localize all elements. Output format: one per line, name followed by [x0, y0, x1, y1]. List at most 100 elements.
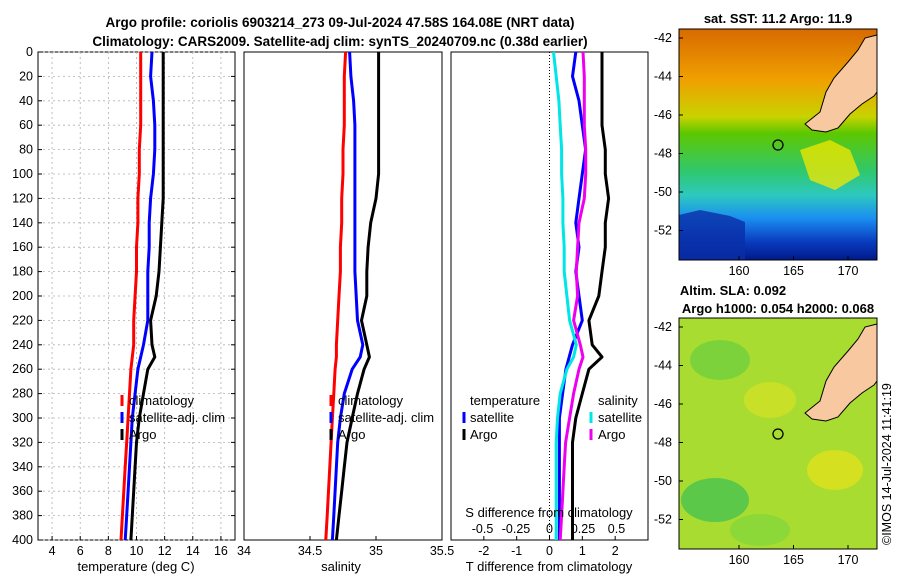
depth-tick-label: 60: [19, 118, 33, 132]
temperature-tick-label: 10: [130, 544, 144, 558]
depth-tick-label: 360: [12, 484, 33, 498]
credit-text: ©IMOS 14-Jul-2024 11:41:19: [880, 383, 894, 545]
lat-tick-label: -46: [654, 397, 672, 411]
temperature-satellite-adj-clim-line: [123, 51, 157, 541]
t-difference-tick-label: 1: [579, 544, 586, 558]
temperature-tick-label: 12: [158, 544, 172, 558]
lon-tick-label: 160: [729, 553, 750, 567]
salinity-tick-labels: 34 34.5 35 35.5: [237, 536, 454, 558]
depth-tick-label: 180: [12, 265, 33, 279]
salinity-lines: [324, 51, 381, 541]
new-zealand-coast: [804, 34, 877, 133]
sst-lat-tick-labels: -42 -44 -46 -48 -50 -52: [654, 31, 683, 238]
lat-tick-label: -50: [654, 474, 672, 488]
depth-tick-label: 380: [12, 509, 33, 523]
sla-lon-tick-labels: 160 165 170: [729, 545, 859, 567]
sla-map-frame: [678, 317, 878, 550]
figure-title-line1: Argo profile: coriolis 6903214_273 09-Ju…: [106, 15, 575, 30]
salinity-climatology-line: [324, 51, 348, 541]
sla-high-patch: [744, 382, 796, 418]
sla-patch-3: [730, 514, 790, 546]
legend-label-s-argo: Argo: [598, 427, 625, 442]
salinity-legend: climatology satellite-adj. clim Argo: [329, 393, 434, 442]
temperature-panel: 0204060801001201401601802002202402602803…: [12, 45, 648, 574]
sla-low-patch: [690, 340, 750, 380]
t-difference-tick-label: -2: [478, 544, 489, 558]
depth-tick-label: 140: [12, 216, 33, 230]
sla-map-panel: Altim. SLA: 0.092 Argo h1000: 0.054 h200…: [654, 283, 878, 567]
salinity-xlabel: salinity: [321, 559, 361, 574]
legend-title-temperature: temperature: [470, 393, 540, 408]
legend-label-argo: Argo: [338, 427, 365, 442]
lat-tick-label: -48: [654, 436, 672, 450]
t-difference-tick-label: 2: [612, 544, 619, 558]
sst-map-image: [679, 29, 877, 260]
temperature-climatology-line: [119, 52, 143, 541]
lat-tick-label: -50: [654, 185, 672, 199]
lat-tick-label: -52: [654, 513, 672, 527]
sst-map-panel: sat. SST: 11.2 Argo: 11.9 -42 -44 -46 -48 -5…: [654, 11, 878, 278]
temperature-tick-label: 16: [214, 544, 228, 558]
depth-tick-label: 260: [12, 362, 33, 376]
depth-tick-label: 120: [12, 191, 33, 205]
depth-tick-label: 80: [19, 143, 33, 157]
temperature-grid: [38, 51, 235, 541]
difference-temperature-argo-line: [571, 52, 611, 540]
salinity-argo-line: [334, 52, 381, 541]
lon-tick-label: 165: [783, 553, 804, 567]
temperature-tick-label: 4: [49, 544, 56, 558]
temperature-tick-label: 14: [186, 544, 200, 558]
new-zealand-coast: [804, 323, 877, 422]
sla-high-patch-2: [807, 450, 863, 490]
legend-title-salinity: salinity: [598, 393, 638, 408]
depth-tick-label: 280: [12, 387, 33, 401]
t-difference-tick-label: 0: [546, 544, 553, 558]
s-difference-tick-label: -0.5: [472, 522, 494, 536]
sla-low-patch-2: [681, 478, 749, 522]
difference-salinity-satellite-line: [552, 51, 578, 540]
s-difference-tick-label: 0: [546, 522, 553, 536]
lat-tick-label: -52: [654, 224, 672, 238]
difference-legend-temperature: temperature satellite Argo: [462, 393, 540, 442]
difference-salinity-argo-line: [558, 51, 588, 541]
depth-tick-label: 400: [12, 533, 33, 547]
salinity-tick-label: 34.5: [298, 544, 322, 558]
temperature-tick-label: 6: [77, 544, 84, 558]
depth-tick-label: 160: [12, 240, 33, 254]
lat-tick-label: -48: [654, 147, 672, 161]
legend-label-s-satellite: satellite: [598, 410, 642, 425]
temperature-lines: [119, 51, 165, 541]
lon-tick-label: 170: [838, 264, 859, 278]
depth-tick-label: 40: [19, 94, 33, 108]
salinity-satellite-adj-clim-line: [330, 51, 365, 541]
lat-tick-label: -44: [654, 359, 672, 373]
t-difference-tick-labels: -2 -1 0 1 2: [478, 536, 619, 558]
difference-panel: -2 -1 0 1 2 -0.5 -0.25 0 0.25 0.5 S difference f…: [450, 51, 649, 574]
sst-lon-tick-labels: 160 165 170: [729, 256, 859, 278]
sla-map-title-line2: Argo h1000: 0.054 h2000: 0.068: [682, 301, 874, 316]
depth-tick-label: 0: [26, 45, 33, 59]
legend-label-satellite: satellite-adj. clim: [338, 410, 434, 425]
lat-tick-label: -44: [654, 70, 672, 84]
lat-tick-label: -42: [654, 31, 672, 45]
temperature-xlabel: temperature (deg C): [77, 559, 194, 574]
depth-tick-label: 20: [19, 69, 33, 83]
difference-lines: [552, 51, 611, 541]
sla-lat-tick-labels: -42 -44 -46 -48 -50 -52: [654, 320, 683, 527]
salinity-panel: 34 34.5 35 35.5 salinity climatology satell…: [237, 51, 454, 574]
sst-map-title: sat. SST: 11.2 Argo: 11.9: [704, 11, 852, 26]
t-difference-xlabel: T difference from climatology: [466, 559, 633, 574]
salinity-tick-label: 35: [369, 544, 383, 558]
s-difference-tick-labels: -0.5 -0.25 0 0.25 0.5: [472, 522, 625, 536]
s-difference-tick-label: 0.25: [571, 522, 595, 536]
depth-tick-label: 340: [12, 460, 33, 474]
legend-label-argo: Argo: [129, 427, 156, 442]
argo-location-marker: [772, 139, 784, 151]
temperature-legend: climatology satellite-adj. clim Argo: [120, 393, 225, 442]
s-difference-tick-label: 0.5: [608, 522, 625, 536]
difference-legend-salinity: salinity satellite Argo: [589, 393, 642, 442]
legend-label-climatology: climatology: [129, 393, 195, 408]
figure-title-line2: Climatology: CARS2009. Satellite-adj cli…: [92, 34, 587, 49]
lon-tick-label: 170: [838, 553, 859, 567]
depth-tick-label: 240: [12, 338, 33, 352]
